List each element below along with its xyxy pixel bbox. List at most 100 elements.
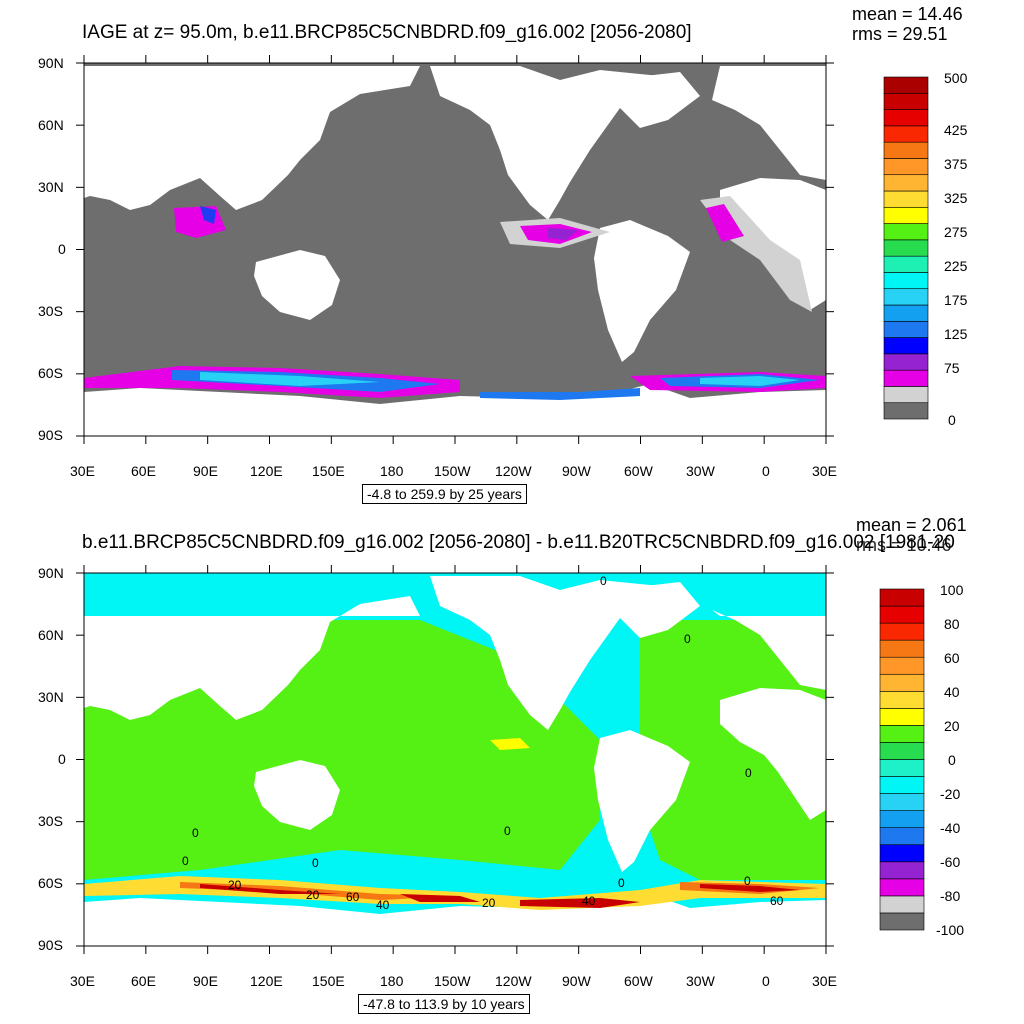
- p1-lon-180: 180: [380, 463, 404, 479]
- colorbar-swatch: [883, 223, 929, 241]
- panel1-range-box: -4.8 to 259.9 by 25 years: [362, 484, 527, 504]
- p2-cb-label-0: 0: [948, 752, 956, 768]
- panel1-antarctica: [84, 384, 826, 436]
- colorbar-swatch: [879, 690, 925, 709]
- p1-lon-30e-end: 30E: [812, 463, 837, 479]
- p1-lon-30w: 30W: [686, 463, 715, 479]
- contour-label: 60: [346, 890, 360, 904]
- colorbar-swatch: [879, 793, 925, 811]
- contour-label: 0: [684, 632, 691, 646]
- colorbar-swatch: [879, 588, 925, 607]
- contour-label: 40: [582, 894, 596, 908]
- p2-cb-label-m60: -60: [940, 854, 961, 870]
- panel2-range-box: -47.8 to 113.9 by 10 years: [358, 994, 530, 1014]
- p2-lon-30w: 30W: [686, 973, 715, 989]
- p1-lon-90w: 90W: [562, 463, 591, 479]
- colorbar-swatch: [879, 742, 925, 760]
- panel1-mean: mean = 14.46: [852, 4, 963, 24]
- colorbar-swatch: [879, 725, 925, 743]
- p2-cb-label-60: 60: [944, 650, 960, 666]
- panel2-map: [83, 572, 827, 947]
- p2-cb-label-80: 80: [944, 616, 960, 632]
- colorbar-swatch: [879, 844, 925, 863]
- p1-lon-60e: 60E: [131, 463, 156, 479]
- p1-lon-60w: 60W: [624, 463, 653, 479]
- p2-lon-90e: 90E: [193, 973, 218, 989]
- p1-lat-30s: 30S: [38, 303, 63, 319]
- p1-cb-label-225: 225: [944, 258, 968, 274]
- p2-cb-label-m80: -80: [940, 888, 961, 904]
- p1-cb-label-425: 425: [944, 122, 968, 138]
- p2-lon-90w: 90W: [562, 973, 591, 989]
- contour-label: 40: [376, 898, 390, 912]
- colorbar-swatch: [883, 174, 929, 192]
- colorbar-swatch: [883, 255, 929, 273]
- p1-lon-150e: 150E: [312, 463, 345, 479]
- p2-cb-label-m20: -20: [940, 786, 961, 802]
- colorbar-swatch: [883, 206, 929, 224]
- colorbar-swatch: [879, 673, 925, 692]
- p1-lat-90n: 90N: [38, 55, 64, 71]
- p1-cb-label-375: 375: [944, 156, 968, 172]
- colorbar-swatch: [883, 141, 929, 159]
- p2-lat-0: 0: [58, 751, 66, 767]
- colorbar-swatch: [879, 776, 925, 794]
- contour-label: 0: [182, 854, 189, 868]
- colorbar-swatch: [879, 912, 925, 931]
- p1-lat-30n: 30N: [38, 179, 64, 195]
- p1-lon-0: 0: [762, 463, 770, 479]
- panel2-australia: [254, 760, 340, 830]
- p1-lat-90s: 90S: [38, 427, 63, 443]
- p2-lon-120e: 120E: [250, 973, 283, 989]
- p1-lon-90e: 90E: [193, 463, 218, 479]
- colorbar-swatch: [879, 639, 925, 658]
- colorbar-swatch: [879, 605, 925, 624]
- panel2-south-america: [594, 730, 690, 872]
- p2-cb-label-100: 100: [940, 582, 964, 598]
- p2-lat-60n: 60N: [38, 627, 64, 643]
- colorbar-swatch: [883, 76, 929, 94]
- p2-lon-120w: 120W: [495, 973, 532, 989]
- colorbars: [879, 76, 929, 931]
- p2-lon-150e: 150E: [312, 973, 345, 989]
- p2-cb-label-40: 40: [944, 684, 960, 700]
- p2-lon-0: 0: [762, 973, 770, 989]
- colorbar-swatch: [879, 895, 925, 914]
- panel1-europe: [712, 66, 826, 180]
- colorbar-swatch: [883, 158, 929, 176]
- colorbar-swatch: [879, 810, 925, 829]
- p1-lat-0: 0: [58, 241, 66, 257]
- p1-lon-120e: 120E: [250, 463, 283, 479]
- colorbar-swatch: [883, 304, 929, 322]
- contour-label: 20: [306, 888, 320, 902]
- contour-label: 0: [192, 826, 199, 840]
- colorbar-swatch: [883, 369, 929, 387]
- p2-cb-label-20: 20: [944, 718, 960, 734]
- p1-cb-label-325: 325: [944, 190, 968, 206]
- p1-cb-label-500: 500: [944, 70, 968, 86]
- colorbar-swatch: [883, 272, 929, 290]
- p2-cb-label-m40: -40: [940, 820, 961, 836]
- colorbar-swatch: [879, 827, 925, 846]
- contour-label: 60: [770, 894, 784, 908]
- panel1-south-america: [594, 220, 690, 362]
- p1-lat-60s: 60S: [38, 365, 63, 381]
- p2-lon-180: 180: [380, 973, 404, 989]
- colorbar-swatch: [879, 759, 925, 777]
- contour-label: 0: [600, 574, 607, 588]
- contour-label: 0: [618, 876, 625, 890]
- p2-lat-30n: 30N: [38, 689, 64, 705]
- colorbar-swatch: [879, 878, 925, 897]
- panel2-greenland: [610, 582, 700, 638]
- p1-cb-label-125: 125: [944, 326, 968, 342]
- panel1-title: IAGE at z= 95.0m, b.e11.BRCP85C5CNBDRD.f…: [82, 22, 692, 43]
- colorbar-swatch: [883, 320, 929, 338]
- colorbar-swatch: [883, 92, 929, 110]
- colorbar-swatch: [879, 622, 925, 641]
- p2-lon-30e: 30E: [70, 973, 95, 989]
- p2-lon-150w: 150W: [434, 973, 471, 989]
- p1-lon-150w: 150W: [434, 463, 471, 479]
- panel2-north-america: [430, 576, 660, 730]
- colorbar-swatch: [883, 190, 929, 208]
